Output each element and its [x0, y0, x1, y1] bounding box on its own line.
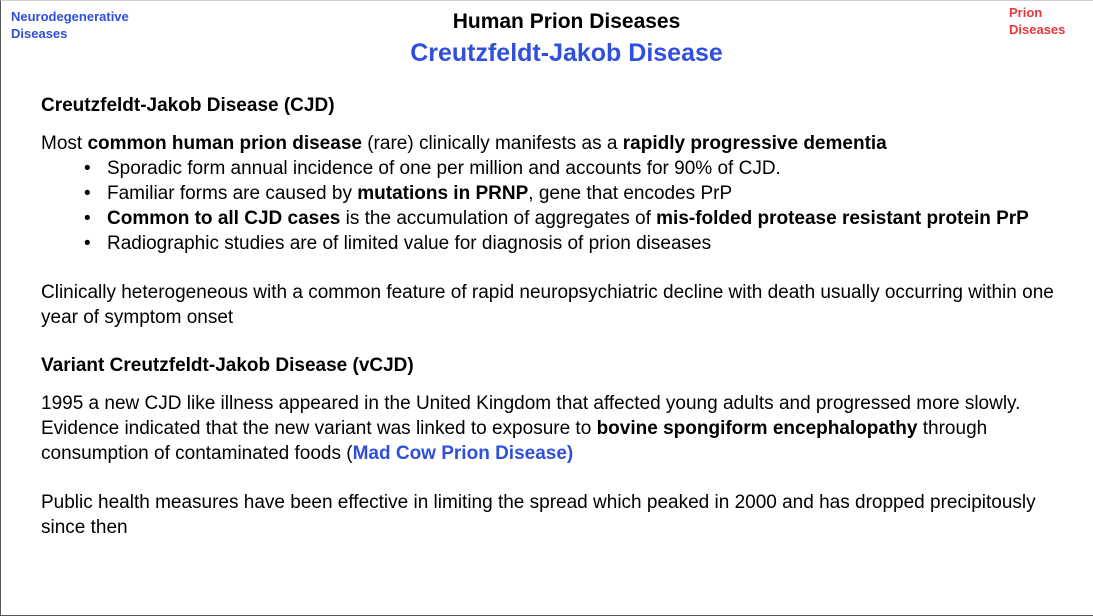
bullet-sporadic-text: Sporadic form annual incidence of one pe…: [107, 158, 781, 179]
cjd-intro: Most common human prion disease (rare) c…: [41, 131, 1071, 156]
spacer: [41, 378, 1071, 391]
cjd-bullet-list: Sporadic form annual incidence of one pe…: [41, 156, 1071, 256]
bullet-common-bold-1: Common to all CJD cases: [107, 208, 341, 229]
mad-cow-prion-disease-link[interactable]: Mad Cow Prion Disease): [352, 443, 574, 464]
cjd-clinical-paragraph: Clinically heterogeneous with a common f…: [41, 282, 1054, 328]
cjd-heading: Creutzfeldt-Jakob Disease (CJD): [41, 95, 335, 116]
vcjd-heading: Variant Creutzfeldt-Jakob Disease (vCJD): [41, 355, 414, 376]
spacer: [41, 466, 1071, 490]
bullet-common-text: is the accumulation of aggregates of: [340, 208, 657, 229]
prion-diseases-link[interactable]: Prion Diseases: [1009, 4, 1079, 38]
bullet-familiar-text-1: Familiar forms are caused by: [107, 183, 358, 204]
bullet-familiar-bold: mutations in PRNP: [357, 183, 529, 204]
bullet-familiar-text-2: , gene that encodes PrP: [528, 183, 733, 204]
vcjd-text-2: through consumption of contaminated food…: [41, 418, 988, 464]
cjd-intro-text-1: Most: [41, 133, 88, 154]
page-title: Human Prion Diseases: [452, 10, 681, 33]
prion-diseases-link-label: Prion Diseases: [1009, 5, 1066, 37]
neurodegenerative-diseases-link-label: Neurodegenerative Diseases: [11, 9, 129, 41]
public-health-paragraph: Public health measures have been effecti…: [41, 492, 1036, 538]
list-item: Familiar forms are caused by mutations i…: [41, 181, 1071, 206]
spacer: [41, 256, 1071, 280]
slide-content: Creutzfeldt-Jakob Disease (CJD) Most com…: [41, 93, 1071, 540]
cjd-intro-text-2: (rare) clinically manifests as a: [361, 133, 623, 154]
vcjd-text-1: 1995 a new CJD like illness appeared in …: [41, 393, 1021, 439]
neurodegenerative-diseases-link[interactable]: Neurodegenerative Diseases: [11, 8, 141, 42]
list-item: Radiographic studies are of limited valu…: [41, 231, 1071, 256]
spacer: [41, 118, 1071, 131]
bullet-radiographic-text: Radiographic studies are of limited valu…: [107, 233, 712, 254]
vcjd-paragraph: 1995 a new CJD like illness appeared in …: [41, 391, 1071, 466]
page-subtitle: Creutzfeldt-Jakob Disease: [410, 39, 723, 67]
spacer: [41, 330, 1071, 353]
cjd-intro-bold-1: common human prion disease: [87, 133, 362, 154]
list-item: Sporadic form annual incidence of one pe…: [41, 156, 1071, 181]
vcjd-bold: bovine spongiform encephalopathy: [596, 418, 918, 439]
list-item: Common to all CJD cases is the accumulat…: [41, 206, 1071, 231]
cjd-intro-bold-2: rapidly progressive dementia: [622, 133, 887, 154]
bullet-common-bold-2: mis-folded protease resistant protein Pr…: [656, 208, 1029, 229]
